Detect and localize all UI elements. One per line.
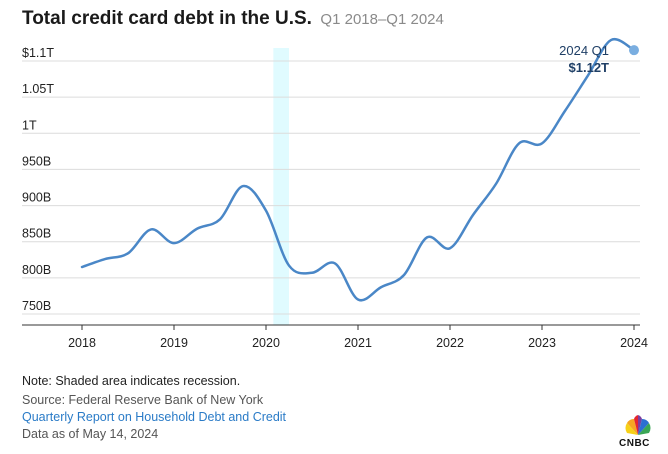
x-tick-label: 2022 bbox=[436, 336, 464, 350]
cnbc-peacock-icon bbox=[625, 415, 651, 435]
data-as-of: Data as of May 14, 2024 bbox=[22, 427, 159, 441]
chart-note: Note: Shaded area indicates recession. bbox=[22, 374, 241, 388]
y-tick-label: $1.1T bbox=[22, 46, 54, 60]
series-line bbox=[80, 37, 636, 302]
annotation-value: $1.12T bbox=[569, 60, 610, 75]
cnbc-logo-text: CNBC bbox=[619, 438, 650, 449]
annotation-label: 2024 Q1 bbox=[559, 43, 609, 58]
y-tick-label: 1.05T bbox=[22, 82, 54, 96]
y-tick-label: 1T bbox=[22, 118, 37, 132]
y-tick-label: 950B bbox=[22, 154, 51, 168]
y-tick-label: 750B bbox=[22, 299, 51, 313]
source-link[interactable]: Quarterly Report on Household Debt and C… bbox=[22, 410, 287, 424]
x-tick-label: 2018 bbox=[68, 336, 96, 350]
x-tick-label: 2019 bbox=[160, 336, 188, 350]
x-tick-label: 2020 bbox=[252, 336, 280, 350]
x-tick-label: 2024 bbox=[620, 336, 648, 350]
x-tick-label: 2021 bbox=[344, 336, 372, 350]
chart-subtitle: Q1 2018–Q1 2024 bbox=[320, 11, 444, 28]
source-text: Source: Federal Reserve Bank of New York bbox=[22, 393, 264, 407]
chart-title-row: Total credit card debt in the U.S. Q1 20… bbox=[22, 8, 444, 30]
y-tick-label: 850B bbox=[22, 227, 51, 241]
recession-band bbox=[273, 48, 289, 325]
x-tick-label: 2023 bbox=[528, 336, 556, 350]
chart-title: Total credit card debt in the U.S. bbox=[22, 8, 312, 29]
y-tick-label: 800B bbox=[22, 263, 51, 277]
latest-point bbox=[629, 45, 639, 56]
y-tick-label: 900B bbox=[22, 191, 51, 205]
